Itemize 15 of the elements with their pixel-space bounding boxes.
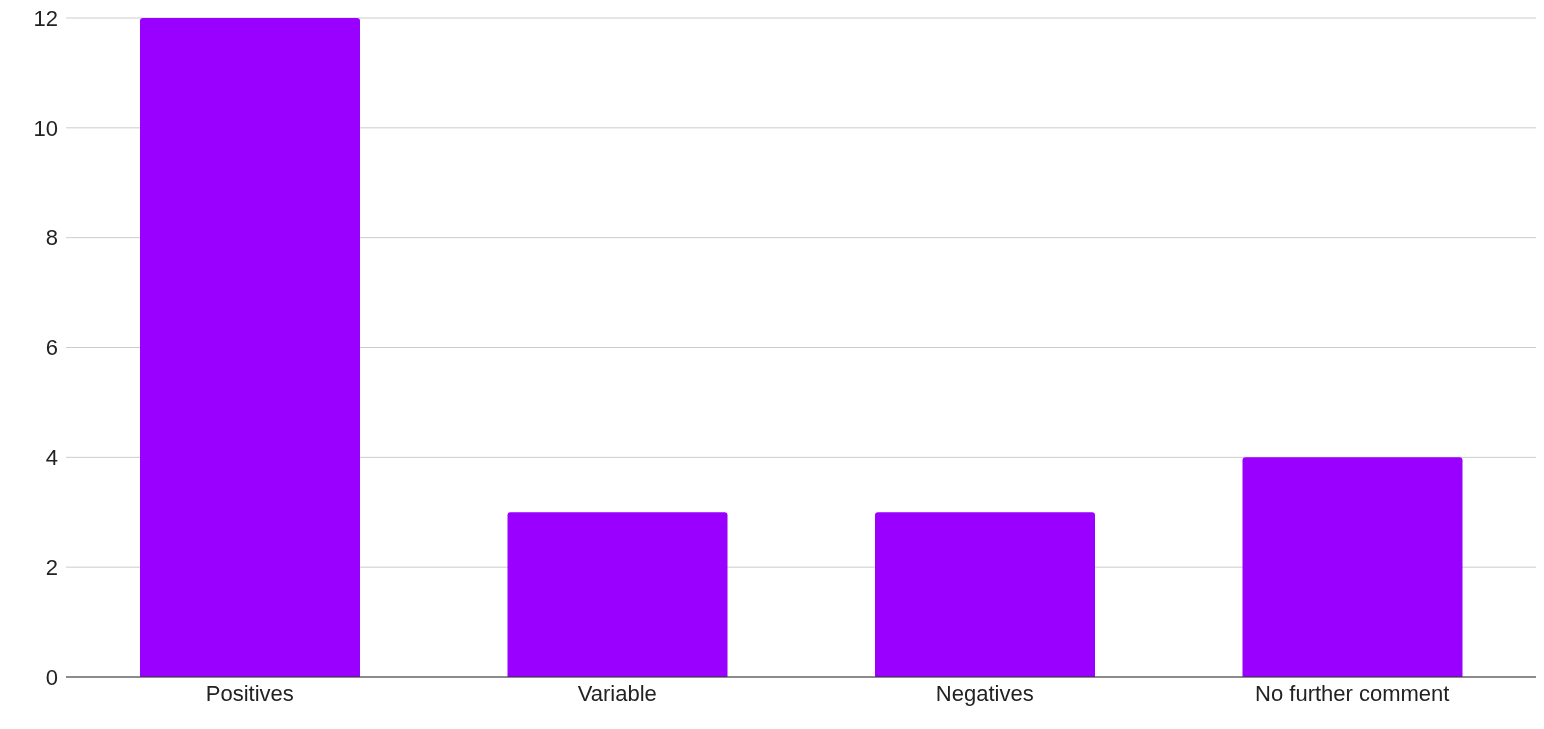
- x-tick-label: Variable: [577, 680, 657, 706]
- y-tick-label: 10: [33, 115, 58, 141]
- bar: [507, 512, 728, 677]
- bar: [140, 18, 360, 677]
- x-tick-label: Positives: [205, 680, 294, 706]
- y-tick-label: 12: [33, 5, 58, 31]
- y-tick-label: 8: [45, 225, 58, 251]
- y-tick-label: 0: [45, 664, 58, 690]
- x-tick-label: Negatives: [935, 680, 1034, 706]
- x-tick-label: No further comment: [1255, 680, 1450, 706]
- y-tick-label: 2: [45, 554, 58, 580]
- bar: [1242, 457, 1463, 677]
- y-tick-label: 4: [45, 445, 58, 471]
- bar: [875, 512, 1095, 677]
- y-tick-label: 6: [45, 335, 58, 361]
